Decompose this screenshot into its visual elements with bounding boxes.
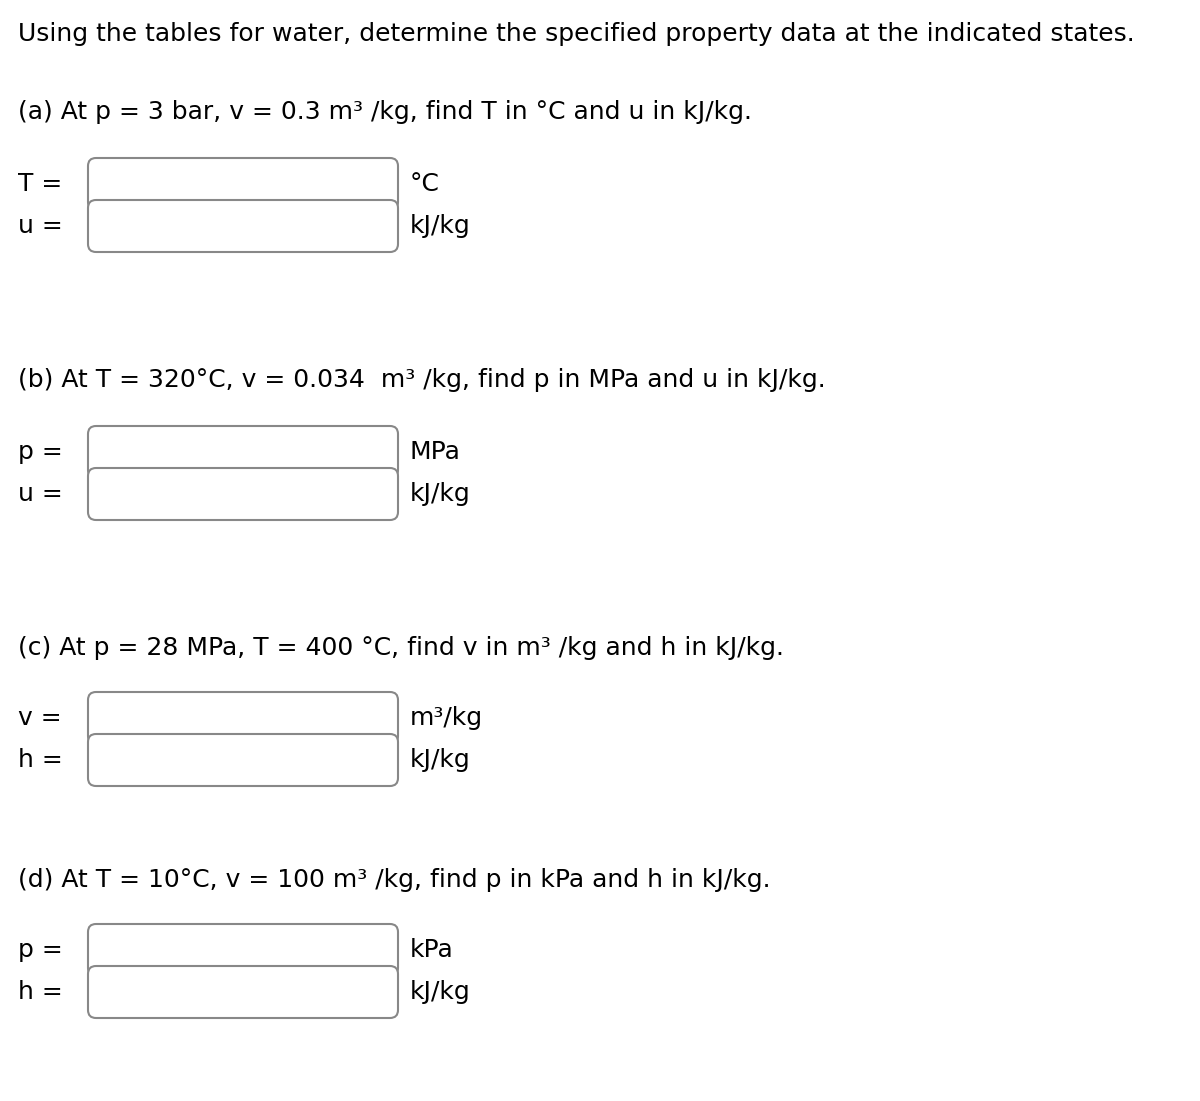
Text: kJ/kg: kJ/kg: [410, 214, 470, 238]
Text: u =: u =: [18, 482, 62, 506]
Text: kJ/kg: kJ/kg: [410, 980, 470, 1004]
FancyBboxPatch shape: [88, 734, 398, 786]
Text: h =: h =: [18, 980, 62, 1004]
Text: MPa: MPa: [410, 440, 461, 464]
Text: °C: °C: [410, 172, 440, 196]
FancyBboxPatch shape: [88, 966, 398, 1018]
FancyBboxPatch shape: [88, 693, 398, 744]
Text: (c) At p = 28 MPa, T = 400 °C, find v in m³ /kg and h in kJ/kg.: (c) At p = 28 MPa, T = 400 °C, find v in…: [18, 636, 784, 659]
Text: (a) At p = 3 bar, v = 0.3 m³ /kg, find T in °C and u in kJ/kg.: (a) At p = 3 bar, v = 0.3 m³ /kg, find T…: [18, 100, 752, 124]
FancyBboxPatch shape: [88, 426, 398, 478]
FancyBboxPatch shape: [88, 468, 398, 520]
Text: (d) At T = 10°C, v = 100 m³ /kg, find p in kPa and h in kJ/kg.: (d) At T = 10°C, v = 100 m³ /kg, find p …: [18, 868, 770, 892]
Text: (b) At T = 320°C, v = 0.034  m³ /kg, find p in MPa and u in kJ/kg.: (b) At T = 320°C, v = 0.034 m³ /kg, find…: [18, 368, 826, 392]
FancyBboxPatch shape: [88, 200, 398, 252]
FancyBboxPatch shape: [88, 924, 398, 975]
Text: kJ/kg: kJ/kg: [410, 482, 470, 506]
Text: T =: T =: [18, 172, 62, 196]
Text: m³/kg: m³/kg: [410, 706, 484, 730]
FancyBboxPatch shape: [88, 159, 398, 210]
Text: v =: v =: [18, 706, 61, 730]
Text: kJ/kg: kJ/kg: [410, 748, 470, 772]
Text: u =: u =: [18, 214, 62, 238]
Text: Using the tables for water, determine the specified property data at the indicat: Using the tables for water, determine th…: [18, 22, 1135, 46]
Text: p =: p =: [18, 440, 62, 464]
Text: kPa: kPa: [410, 938, 454, 962]
Text: h =: h =: [18, 748, 62, 772]
Text: p =: p =: [18, 938, 62, 962]
